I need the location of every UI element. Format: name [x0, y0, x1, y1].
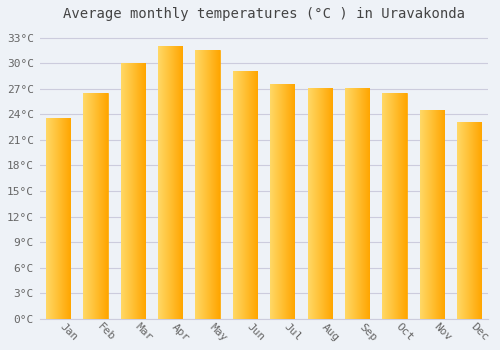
- Bar: [345, 89, 369, 319]
- Bar: [382, 93, 406, 319]
- Bar: [270, 84, 294, 319]
- Bar: [420, 110, 444, 319]
- Bar: [196, 50, 220, 319]
- Title: Average monthly temperatures (°C ) in Uravakonda: Average monthly temperatures (°C ) in Ur…: [62, 7, 464, 21]
- Bar: [308, 89, 332, 319]
- Bar: [46, 119, 70, 319]
- Bar: [84, 93, 108, 319]
- Bar: [233, 72, 257, 319]
- Bar: [158, 46, 182, 319]
- Bar: [457, 123, 481, 319]
- Bar: [121, 63, 145, 319]
